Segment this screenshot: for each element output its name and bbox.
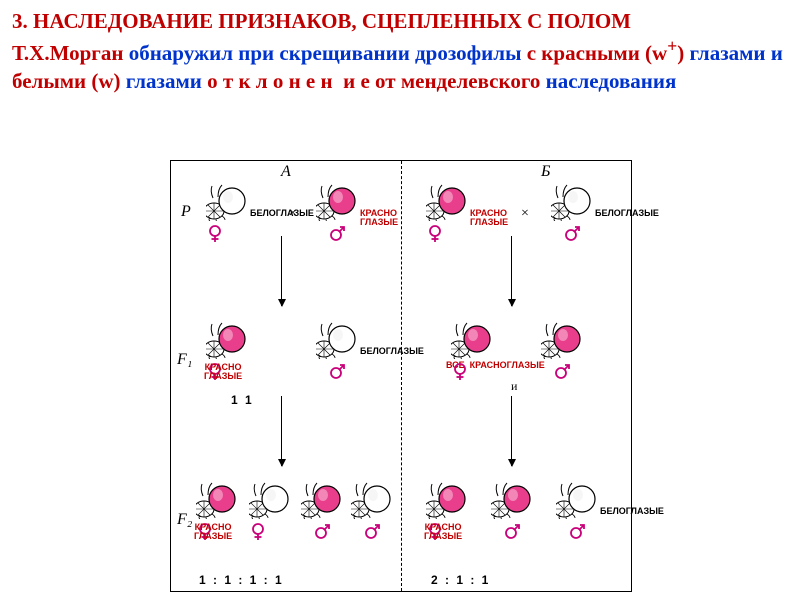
female-icon [251, 523, 265, 544]
male-icon [555, 363, 571, 382]
panel-letter-a: А [281, 163, 291, 181]
male-icon [565, 225, 581, 244]
fly-icon [426, 481, 470, 519]
male-icon [330, 363, 346, 382]
diagram: А Б P F₁ F₂ × × ВСЕ КРАСНОГЛАЗЫЕ и 1 1 1… [170, 160, 632, 592]
fly-icon [556, 481, 600, 519]
fly-icon [196, 481, 240, 519]
eye-color-label: КРАСНО ГЛАЗЫЕ [204, 363, 242, 382]
and-label: и [511, 379, 517, 394]
arrow-down-icon [281, 396, 282, 466]
fly-icon [451, 321, 495, 359]
male-icon [505, 523, 521, 542]
gen-f2: F₂ [177, 511, 192, 529]
female-icon [428, 225, 442, 246]
male-icon [330, 225, 346, 244]
gen-f1: F₁ [177, 351, 192, 369]
fly-icon [551, 183, 595, 221]
eye-color-label: БЕЛОГЛАЗЫЕ [600, 507, 664, 516]
fly-icon [426, 183, 470, 221]
eye-color-label: БЕЛОГЛАЗЫЕ [250, 209, 314, 218]
arrow-down-icon [281, 236, 282, 306]
fly-icon [206, 183, 250, 221]
arrow-down-icon [511, 236, 512, 306]
fly-icon [351, 481, 395, 519]
fly-icon [316, 183, 360, 221]
heading: 3. НАСЛЕДОВАНИЕ ПРИЗНАКОВ, СЦЕПЛЕННЫХ С … [0, 0, 800, 95]
gen-p: P [181, 203, 191, 221]
eye-color-label: БЕЛОГЛАЗЫЕ [595, 209, 659, 218]
cross-symbol: × [521, 206, 529, 222]
eye-color-label: БЕЛОГЛАЗЫЕ [360, 347, 424, 356]
eye-color-label: КРАСНО ГЛАЗЫЕ [424, 523, 462, 542]
male-icon [315, 523, 331, 542]
fly-icon [316, 321, 360, 359]
fly-icon [206, 321, 250, 359]
panel-divider [401, 161, 402, 591]
eye-color-label: КРАСНО ГЛАЗЫЕ [360, 209, 398, 228]
arrow-down-icon [511, 396, 512, 466]
male-icon [570, 523, 586, 542]
ratio-b-f2: 2 : 1 : 1 [431, 573, 490, 587]
panel-letter-b: Б [541, 163, 550, 181]
female-icon [453, 363, 467, 384]
fly-icon [541, 321, 585, 359]
eye-color-label: КРАСНО ГЛАЗЫЕ [194, 523, 232, 542]
male-icon [365, 523, 381, 542]
fly-icon [249, 481, 293, 519]
fly-icon [301, 481, 345, 519]
eye-color-label: КРАСНО ГЛАЗЫЕ [470, 209, 508, 228]
ratio-a-f2: 1 : 1 : 1 : 1 [199, 573, 284, 587]
fly-icon [491, 481, 535, 519]
ratio-a-f1: 1 1 [231, 393, 254, 407]
female-icon [208, 225, 222, 246]
